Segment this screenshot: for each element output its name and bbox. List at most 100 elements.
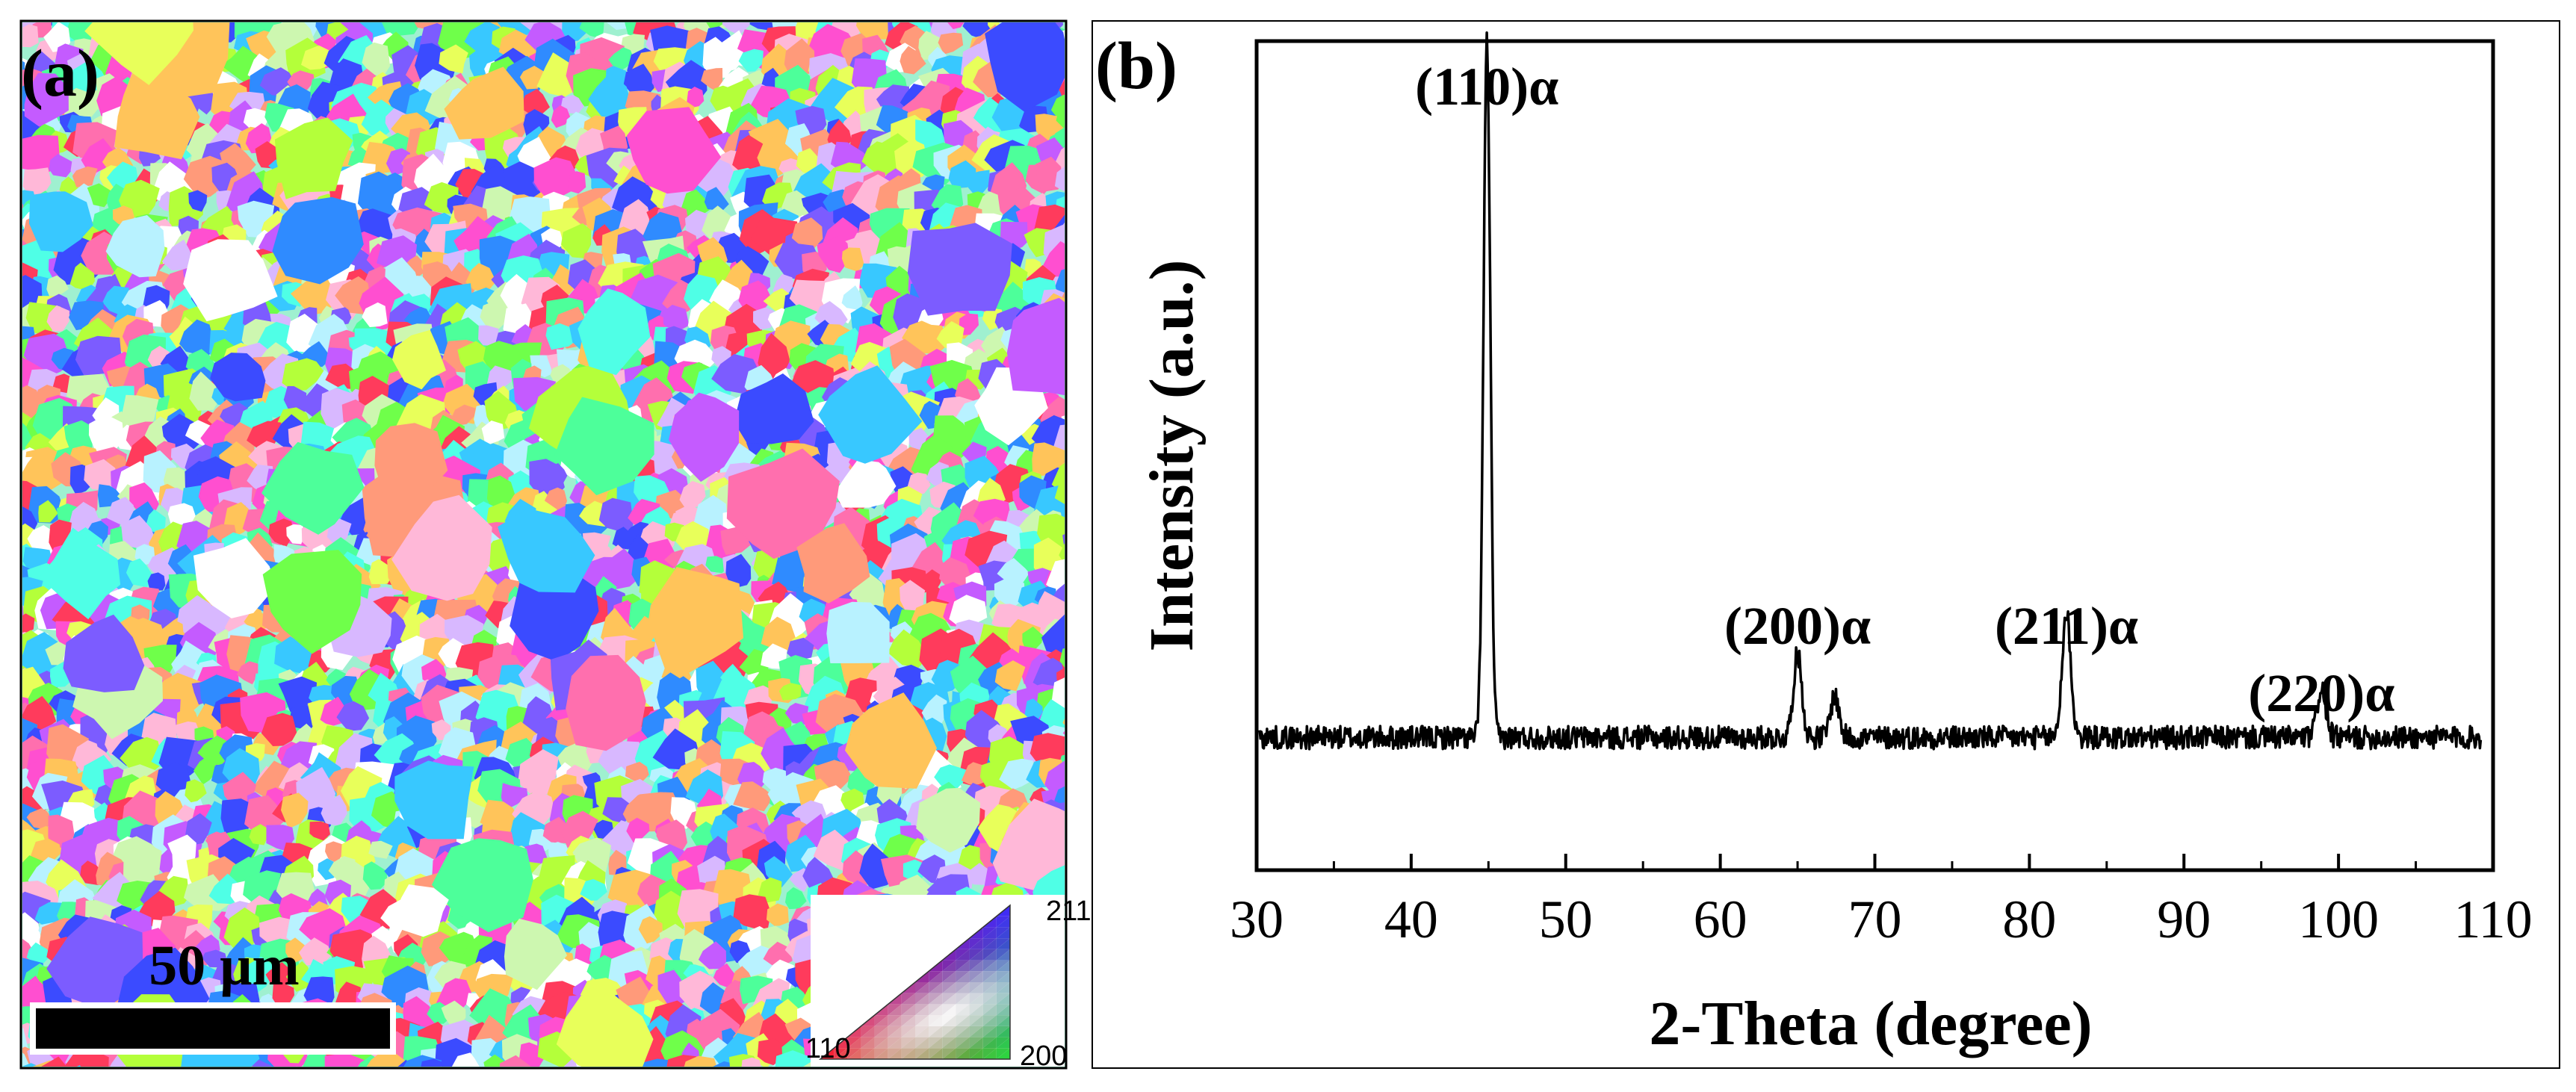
ipf-cell (915, 1048, 929, 1059)
grain (934, 764, 967, 790)
ipf-cell (929, 1048, 943, 1059)
grain (0, 111, 15, 148)
grain (656, 819, 687, 851)
grain (188, 190, 208, 212)
ipf-cell (929, 1004, 943, 1016)
grain (767, 1080, 797, 1092)
grain (41, 1056, 67, 1067)
ipf-cell (996, 1015, 1010, 1026)
ipf-cell (956, 993, 970, 1005)
ipf-cell (888, 1026, 902, 1037)
grain (841, 247, 864, 272)
x-tick-label: 90 (2157, 890, 2211, 949)
ipf-cell (874, 1015, 888, 1026)
grain (519, 66, 544, 90)
grain (0, 625, 22, 647)
grain (82, 1068, 112, 1092)
ipf-cell (901, 1004, 915, 1016)
grain (598, 497, 634, 533)
grain (498, 508, 595, 593)
grain (81, 1069, 116, 1092)
scalebar-label: 50 μm (149, 934, 299, 997)
peak-label: (220)α (2248, 663, 2394, 723)
grain (1041, 614, 1065, 659)
grain (366, 1076, 394, 1092)
ipf-cell (969, 1037, 983, 1049)
grain (366, 1046, 408, 1067)
grain (261, 713, 298, 746)
ipf-cell (901, 1015, 915, 1026)
grain (281, 792, 309, 829)
ipf-cell (915, 1004, 929, 1016)
grain (1064, 825, 1065, 829)
grain (949, 595, 988, 628)
grain (88, 415, 124, 457)
grain (249, 824, 268, 846)
grain (1059, 648, 1065, 668)
x-tick-label: 50 (1539, 890, 1593, 949)
grain (325, 363, 356, 389)
ipf-cell (956, 960, 970, 972)
grain (286, 961, 311, 992)
grain (392, 329, 446, 390)
grain (604, 1086, 625, 1092)
grain (1032, 657, 1065, 687)
ipf-cell (996, 971, 1010, 982)
grain (409, 1079, 435, 1092)
grain (195, 22, 206, 23)
grain (517, 137, 554, 170)
ipf-cell (929, 1048, 943, 1059)
grain (663, 305, 690, 331)
grain (481, 421, 505, 446)
grain (501, 783, 528, 810)
grain (30, 838, 61, 863)
grain (817, 235, 850, 273)
grain (69, 262, 95, 291)
grain (49, 0, 76, 19)
grain (608, 47, 636, 72)
grain (155, 762, 191, 797)
grain (1064, 400, 1065, 406)
ipf-cell (996, 1004, 1010, 1016)
grain (368, 840, 393, 859)
grain (845, 692, 937, 789)
grain (900, 46, 926, 75)
grain (84, 22, 193, 85)
grain (26, 942, 51, 964)
grain (22, 613, 35, 636)
ipf-cell (915, 1026, 929, 1037)
ipf-cell (874, 1048, 888, 1059)
ipf-cell (915, 1037, 929, 1049)
grain (554, 397, 654, 496)
grain (523, 109, 550, 138)
ipf-cell (956, 1015, 970, 1026)
grain (0, 885, 17, 913)
grain (613, 0, 655, 16)
grain (907, 223, 1012, 316)
ipf-cell (969, 1015, 983, 1026)
grain (826, 601, 890, 663)
grain (984, 1077, 1010, 1092)
ipf-cell (982, 1004, 997, 1016)
x-tick-label: 60 (1694, 890, 1747, 949)
grain (183, 239, 278, 322)
grain (22, 422, 32, 450)
grain (39, 527, 121, 620)
peak-label: (110)α (1415, 57, 1558, 117)
ipf-cell (956, 1048, 970, 1059)
grain (268, 518, 294, 547)
grain (626, 817, 650, 843)
grain (278, 676, 318, 713)
ipf-cell (861, 1026, 875, 1037)
ipf-cell (915, 1026, 929, 1037)
grain (578, 288, 651, 376)
grain (439, 44, 468, 74)
x-tick-label: 70 (1848, 890, 1902, 949)
grain (272, 196, 364, 285)
grain (788, 1086, 807, 1092)
grain (870, 0, 888, 12)
grain (193, 756, 216, 785)
ipf-cell (942, 1026, 956, 1037)
grain (0, 394, 10, 421)
ipf-cell (888, 1037, 902, 1049)
